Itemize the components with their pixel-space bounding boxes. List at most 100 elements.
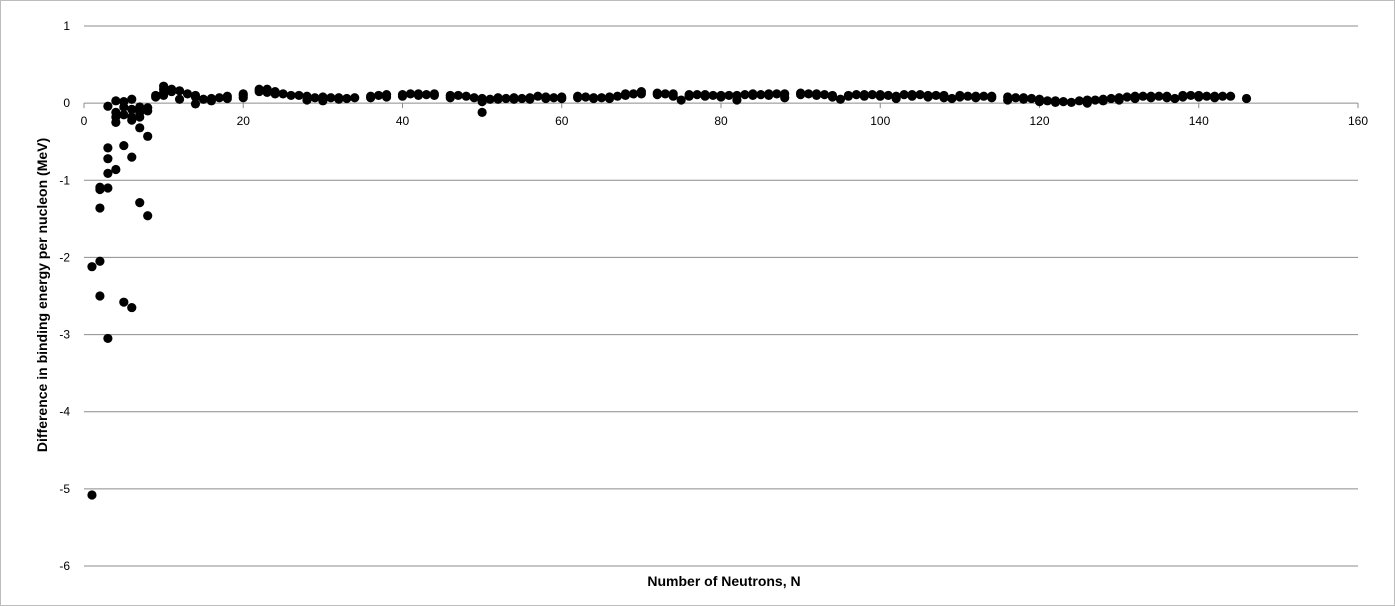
data-point [780,93,790,103]
data-point [95,291,105,301]
data-point [557,93,567,104]
data-point [103,333,113,344]
data-point [732,95,742,105]
data-point [127,104,137,114]
y-tick-label--3: -3 [59,328,70,342]
data-point [1122,92,1132,102]
data-point [1114,95,1124,105]
data-point [756,90,766,100]
data-point [851,90,861,100]
data-point [716,92,726,102]
data-point [477,107,487,117]
data-point [517,93,527,104]
data-point [1210,93,1220,103]
data-point [366,93,376,103]
data-point [1106,93,1116,104]
data-point [803,89,814,99]
data-point [286,90,296,101]
data-point [1058,97,1068,107]
data-point [310,93,320,103]
data-point [103,101,113,111]
data-point [875,91,885,101]
data-point [477,97,487,107]
data-point [979,91,989,101]
data-point [421,90,431,100]
data-point [748,90,758,101]
data-point [342,93,352,104]
data-point [939,93,949,103]
data-point [636,89,646,99]
data-point [525,94,535,104]
data-point [796,90,806,100]
data-point [238,93,248,103]
data-point [692,90,702,100]
data-point [700,91,710,101]
data-point [95,256,105,266]
x-tick-label-0: 0 [81,114,88,128]
data-point [159,90,169,101]
y-tick-label-0: 0 [63,96,70,110]
data-points [87,81,1252,500]
data-point [222,93,232,104]
x-tick-label-40: 40 [396,114,410,128]
y-tick-label--6: -6 [59,559,70,573]
data-point [119,110,129,120]
x-tick-label-160: 160 [1348,114,1368,128]
data-point [278,89,288,99]
data-point [103,183,113,193]
data-point [135,123,145,133]
x-tick-label-140: 140 [1189,114,1209,128]
data-point [1018,94,1029,104]
data-point [198,94,209,104]
data-point [501,93,511,104]
x-tick-label-120: 120 [1029,114,1049,128]
data-point [143,131,153,141]
data-point [429,90,439,101]
data-point [413,90,424,101]
data-point [819,90,830,100]
data-point [684,91,694,101]
data-point [589,93,599,104]
data-point [1050,97,1061,107]
data-point [923,92,933,102]
data-point [1098,96,1108,106]
data-point [119,297,129,307]
data-point [135,198,145,208]
data-point [95,184,105,195]
data-point [772,89,782,99]
data-point [151,90,161,101]
y-tick-label--4: -4 [59,405,70,419]
data-point [166,86,177,97]
data-point [724,90,734,101]
x-tick-label-60: 60 [555,114,569,128]
data-point [1170,93,1180,104]
data-point [1218,91,1228,101]
x-tick-labels: 0 20 40 60 80 100 120 140 160 [81,114,1369,128]
data-point [1042,96,1053,106]
data-point [143,106,153,116]
data-point [652,90,662,100]
data-point [581,92,591,102]
data-point [899,90,909,100]
data-point [445,93,455,103]
data-point [1162,93,1172,103]
y-axis-title: Difference in binding energy per nucleon… [34,138,50,452]
x-tick-label-80: 80 [714,114,728,128]
data-point [835,94,846,104]
data-point [87,490,97,500]
x-tick-label-100: 100 [870,114,890,128]
gridlines [84,25,1358,567]
data-point [843,91,854,101]
data-point [740,90,750,100]
data-point [190,99,201,109]
data-point [1074,96,1084,106]
data-point [764,90,774,101]
data-point [214,93,224,103]
data-point [1146,93,1156,103]
data-point [620,90,631,101]
data-point [811,90,822,101]
data-point [294,90,304,101]
data-point [127,94,137,104]
data-point [604,93,615,104]
